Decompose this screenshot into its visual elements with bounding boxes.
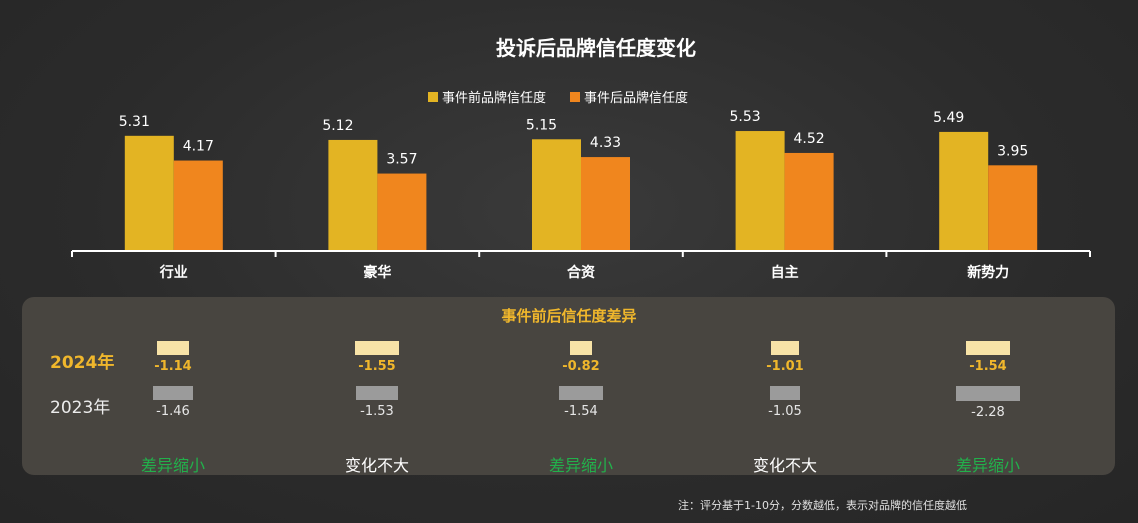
row-label-2024: 2024年	[50, 353, 115, 373]
bar-value-label-1-4: 3.95	[997, 143, 1028, 159]
difference-panel-title: 事件前后信任度差异	[501, 307, 637, 325]
bar-1-0	[173, 160, 223, 251]
difference-value-2024-0: -1.14	[154, 359, 192, 374]
bar-0-3	[735, 131, 785, 251]
bar-0-1	[328, 139, 378, 251]
bar-0-4	[939, 131, 989, 251]
verdict-label-1: 变化不大	[344, 456, 409, 475]
difference-bar-2023-3	[770, 386, 800, 400]
x-tick-label-1: 豪华	[363, 264, 391, 281]
verdict-label-3: 变化不大	[752, 456, 817, 475]
difference-value-2024-2: -0.82	[562, 359, 600, 374]
difference-value-2024-3: -1.01	[766, 359, 804, 374]
bar-1-2	[581, 157, 630, 251]
verdict-label-0: 差异缩小	[140, 456, 205, 475]
bar-0-2	[532, 139, 581, 251]
footnote: 注：评分基于1-10分，分数越低，表示对品牌的信任度越低	[678, 499, 967, 512]
difference-bar-2024-2	[569, 341, 593, 355]
difference-bar-2024-0	[157, 341, 189, 355]
bar-0-0	[124, 135, 174, 251]
x-tick-label-0: 行业	[159, 264, 188, 281]
difference-value-2023-2: -1.54	[564, 404, 598, 419]
difference-bar-2024-4	[966, 341, 1010, 355]
difference-value-2023-0: -1.46	[156, 404, 190, 419]
legend-swatch-1	[570, 92, 580, 102]
difference-bar-2023-1	[355, 386, 399, 400]
bar-value-label-1-1: 3.57	[386, 152, 417, 168]
x-tick-label-3: 自主	[771, 264, 799, 281]
difference-bar-2023-2	[559, 386, 603, 400]
difference-bar-2024-3	[770, 341, 800, 355]
difference-value-2023-3: -1.05	[768, 404, 802, 419]
bar-1-1	[377, 173, 427, 251]
row-label-2023: 2023年	[50, 398, 111, 418]
bar-value-label-0-2: 5.15	[526, 117, 557, 133]
difference-value-2023-1: -1.53	[360, 404, 394, 419]
bar-chart: 投诉后品牌信任度变化 事件前品牌信任度 事件后品牌信任度 5.31 4.17 5.12…	[71, 36, 1091, 281]
chart-legend: 事件前品牌信任度 事件后品牌信任度	[428, 90, 688, 106]
difference-bar-2024-1	[355, 341, 399, 355]
bar-value-label-0-0: 5.31	[119, 114, 150, 130]
difference-value-2023-4: -2.28	[971, 404, 1005, 420]
bar-1-3	[784, 152, 834, 251]
x-axis: 行业 豪华 合资 自主 新势力	[71, 250, 1091, 281]
difference-value-2024-4: -1.54	[969, 359, 1007, 374]
chart-title: 投诉后品牌信任度变化	[496, 36, 696, 60]
legend-label-1: 事件后品牌信任度	[584, 90, 688, 106]
bar-value-label-0-3: 5.53	[730, 109, 761, 125]
legend-swatch-0	[428, 92, 438, 102]
bar-group: 5.31 4.17 5.12 3.57 5.15 4.33 5.53 4.52 5.49 3.95	[119, 109, 1038, 251]
bar-1-4	[988, 165, 1038, 251]
difference-bar-2023-4	[956, 386, 1020, 401]
difference-value-2024-1: -1.55	[358, 359, 396, 374]
verdict-label-4: 差异缩小	[955, 456, 1020, 475]
x-tick-label-2: 合资	[567, 264, 595, 281]
difference-bar-2023-0	[152, 386, 194, 400]
bar-value-label-1-3: 4.52	[794, 131, 825, 147]
bar-value-label-1-2: 4.33	[590, 135, 621, 151]
bar-value-label-0-4: 5.49	[933, 110, 964, 126]
bar-value-label-1-0: 4.17	[183, 139, 214, 155]
bar-value-label-0-1: 5.12	[322, 118, 353, 134]
x-tick-label-4: 新势力	[967, 264, 1009, 281]
legend-label-0: 事件前品牌信任度	[442, 90, 546, 106]
verdict-label-2: 差异缩小	[548, 456, 613, 475]
